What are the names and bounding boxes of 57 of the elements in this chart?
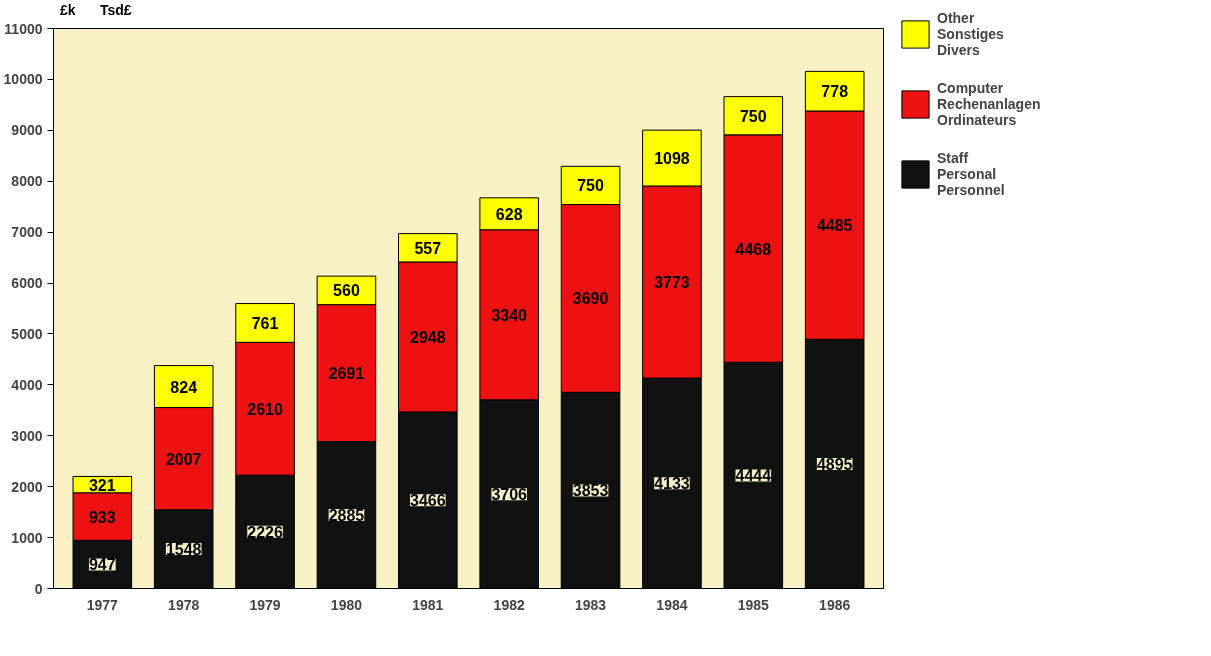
data-label: 2226 <box>247 523 283 541</box>
y-tick-label: 1000 <box>11 529 43 546</box>
x-tick-label: 1981 <box>412 596 444 613</box>
y-tick-label: 7000 <box>11 224 43 241</box>
data-label: 3340 <box>491 306 528 324</box>
x-tick-label: 1979 <box>249 596 281 613</box>
data-label: 560 <box>333 282 360 300</box>
data-label: 3773 <box>654 274 690 292</box>
data-label: 4133 <box>654 475 690 493</box>
y-tick-label: 2000 <box>11 478 43 495</box>
data-label: 947 <box>88 556 116 574</box>
data-label: 2885 <box>328 507 365 525</box>
data-label: 557 <box>414 239 442 257</box>
y-tick-label: 8000 <box>11 173 43 190</box>
x-tick-label: 1980 <box>330 596 363 613</box>
data-label: 933 <box>88 508 116 526</box>
data-label: 1548 <box>165 541 202 559</box>
data-label: 761 <box>251 314 279 332</box>
y-tick-label: 5000 <box>11 325 43 342</box>
y-tick-label: 0 <box>34 580 43 597</box>
x-tick-label: 1984 <box>656 596 688 613</box>
y-tick-label: 9000 <box>11 122 43 139</box>
legend-label: Computer Rechenanlagen Ordinateurs <box>937 80 1041 128</box>
data-label: 2610 <box>247 400 283 418</box>
data-label: 4895 <box>816 455 853 473</box>
data-label: 3690 <box>572 290 609 308</box>
data-label: 321 <box>88 476 116 494</box>
x-tick-label: 1982 <box>493 596 525 613</box>
y-tick-label: 6000 <box>11 275 43 292</box>
data-label: 750 <box>577 177 605 195</box>
data-label: 3853 <box>572 482 609 500</box>
data-label: 824 <box>170 378 198 396</box>
x-tick-label: 1985 <box>737 596 770 613</box>
legend-label: Staff Personal Personnel <box>937 150 1005 198</box>
y-tick-label: 10000 <box>3 71 43 88</box>
x-tick-label: 1978 <box>168 596 200 613</box>
data-label: 1098 <box>654 150 690 168</box>
data-label: 4444 <box>735 467 772 485</box>
x-tick-label: 1986 <box>819 596 851 613</box>
legend-label: Other Sonstiges Divers <box>937 10 1004 58</box>
data-label: 2948 <box>410 329 446 347</box>
data-label: 2007 <box>165 450 202 468</box>
text: £k <box>60 1 76 20</box>
data-label: 628 <box>495 205 523 223</box>
y-tick-label: 3000 <box>11 427 43 444</box>
data-label: 3466 <box>410 492 446 510</box>
data-label: 778 <box>821 83 849 101</box>
data-label: 2691 <box>328 365 365 383</box>
x-tick-label: 1977 <box>86 596 119 613</box>
y-tick-label: 4000 <box>11 376 43 393</box>
data-label: 4468 <box>735 240 772 258</box>
data-label: 4485 <box>816 217 853 235</box>
data-label: 3706 <box>491 486 528 504</box>
y-tick-label: 11000 <box>4 20 43 37</box>
data-label: 750 <box>739 107 767 125</box>
text: Tsd£ <box>100 1 132 20</box>
x-tick-label: 1983 <box>574 596 607 613</box>
